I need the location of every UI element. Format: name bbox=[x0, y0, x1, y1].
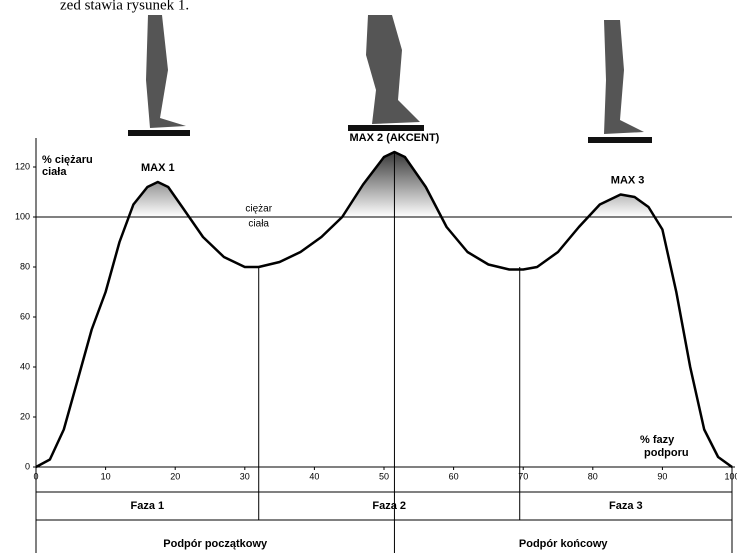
peak-label: MAX 1 bbox=[141, 162, 175, 174]
phase-label: Faza 2 bbox=[372, 500, 406, 512]
chart: zed stawia rysunek 1. 020406080100120010… bbox=[0, 0, 737, 553]
header-text: zed stawia rysunek 1. bbox=[60, 0, 189, 13]
y-axis-label: % ciężaru bbox=[42, 154, 93, 166]
x-tick-label: 40 bbox=[309, 471, 319, 481]
x-tick-label: 100 bbox=[724, 471, 737, 481]
x-tick-label: 10 bbox=[101, 471, 111, 481]
peak-label: MAX 2 (AKCENT) bbox=[350, 132, 440, 144]
x-tick-label: 80 bbox=[588, 471, 598, 481]
y-tick-label: 100 bbox=[15, 211, 30, 221]
x-tick-label: 20 bbox=[170, 471, 180, 481]
phase-label: Faza 3 bbox=[609, 500, 643, 512]
reference-label: ciała bbox=[248, 219, 269, 230]
y-tick-label: 60 bbox=[20, 311, 30, 321]
support-label: Podpór końcowy bbox=[519, 538, 609, 550]
x-tick-label: 50 bbox=[379, 471, 389, 481]
y-tick-label: 0 bbox=[25, 461, 30, 471]
x-axis-label: podporu bbox=[644, 447, 689, 459]
leg-figures bbox=[128, 15, 652, 143]
support-label: Podpór początkowy bbox=[163, 538, 268, 550]
x-tick-label: 90 bbox=[657, 471, 667, 481]
y-tick-label: 80 bbox=[20, 261, 30, 271]
x-tick-label: 60 bbox=[449, 471, 459, 481]
y-tick-label: 20 bbox=[20, 411, 30, 421]
x-axis-label: % fazy bbox=[640, 434, 675, 446]
peak-label: MAX 3 bbox=[611, 174, 645, 186]
peak-shading bbox=[36, 152, 732, 467]
y-tick-label: 120 bbox=[15, 161, 30, 171]
reference-label: ciężar bbox=[245, 204, 272, 215]
phase-label: Faza 1 bbox=[131, 500, 165, 512]
x-tick-label: 30 bbox=[240, 471, 250, 481]
y-axis-label: ciała bbox=[42, 166, 67, 178]
y-tick-label: 40 bbox=[20, 361, 30, 371]
